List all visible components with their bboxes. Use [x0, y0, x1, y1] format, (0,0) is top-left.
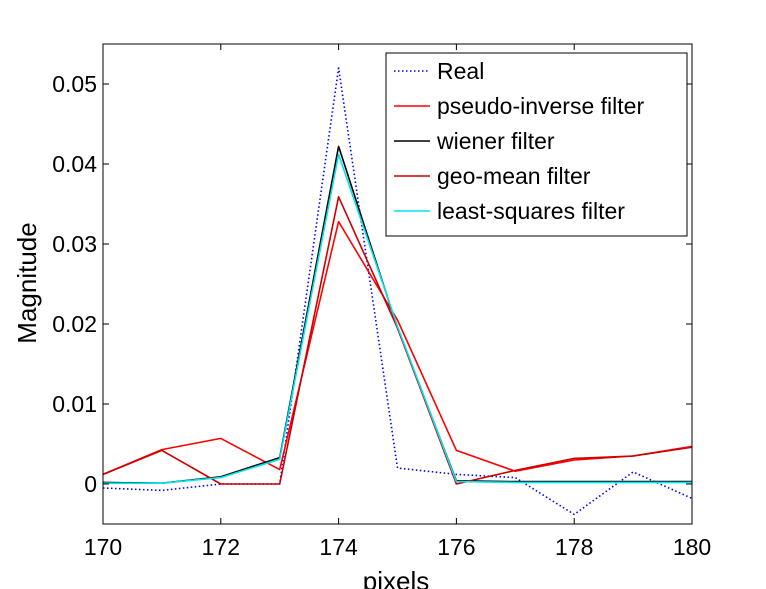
- series-line-4: [103, 153, 692, 485]
- legend: Real pseudo-inverse filter wiener filter ge…: [385, 52, 688, 237]
- legend-label: pseudo-inverse filter: [437, 93, 644, 119]
- x-tick-label: 176: [437, 534, 475, 560]
- x-tick-label: 174: [319, 534, 358, 560]
- y-tick-label: 0.02: [52, 311, 97, 337]
- x-tick-label: 170: [84, 534, 122, 560]
- y-axis-label: Magnitude: [12, 222, 42, 343]
- legend-label: least-squares filter: [437, 198, 625, 224]
- x-tick-label: 178: [555, 534, 593, 560]
- series-line-1: [102, 220, 693, 476]
- x-tick-label: 180: [673, 534, 711, 560]
- series-line-0: [102, 67, 693, 516]
- y-tick-label: 0.05: [52, 71, 97, 97]
- y-tick-label: 0.01: [52, 391, 97, 417]
- legend-box: [385, 52, 688, 237]
- legend-label: geo-mean filter: [437, 163, 591, 189]
- y-tick-label: 0.04: [52, 151, 97, 177]
- legend-label: Real: [437, 58, 484, 84]
- y-tick-label: 0: [84, 471, 97, 497]
- x-tick-label: 172: [202, 534, 240, 560]
- legend-label: wiener filter: [436, 128, 555, 154]
- y-tick-label: 0.03: [52, 231, 97, 257]
- x-axis-label: pixels: [363, 566, 429, 589]
- plot-frame: [102, 43, 693, 525]
- series-group: [102, 67, 693, 516]
- y-ticks: 0 0.01 0.02 0.03 0.04 0.05: [52, 71, 692, 497]
- x-ticks: 170 172 174 176 178 180: [84, 44, 711, 560]
